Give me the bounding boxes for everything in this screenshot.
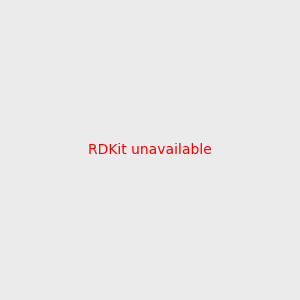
Text: RDKit unavailable: RDKit unavailable <box>88 143 212 157</box>
